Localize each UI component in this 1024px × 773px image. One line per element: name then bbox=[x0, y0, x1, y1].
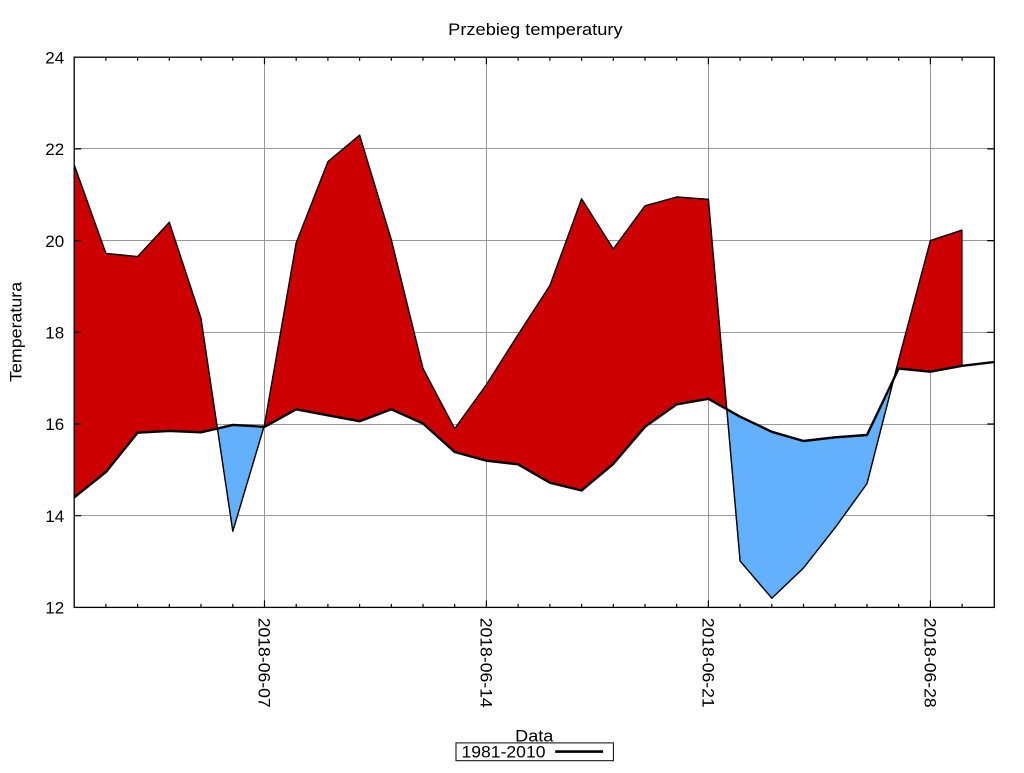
svg-text:Temperatura: Temperatura bbox=[7, 281, 26, 382]
svg-text:2018-06-07: 2018-06-07 bbox=[255, 618, 274, 708]
svg-text:2018-06-21: 2018-06-21 bbox=[699, 618, 718, 708]
svg-text:20: 20 bbox=[45, 232, 64, 251]
svg-text:12: 12 bbox=[45, 599, 64, 618]
svg-text:2018-06-28: 2018-06-28 bbox=[921, 618, 940, 708]
svg-text:24: 24 bbox=[45, 48, 64, 67]
svg-text:16: 16 bbox=[45, 415, 64, 434]
svg-text:14: 14 bbox=[45, 507, 64, 526]
svg-text:18: 18 bbox=[45, 324, 64, 343]
svg-text:22: 22 bbox=[45, 140, 64, 159]
svg-text:1981-2010: 1981-2010 bbox=[462, 743, 546, 762]
svg-text:2018-06-14: 2018-06-14 bbox=[477, 618, 496, 708]
svg-text:Data: Data bbox=[515, 727, 554, 746]
svg-text:Przebieg temperatury: Przebieg temperatury bbox=[448, 20, 623, 39]
